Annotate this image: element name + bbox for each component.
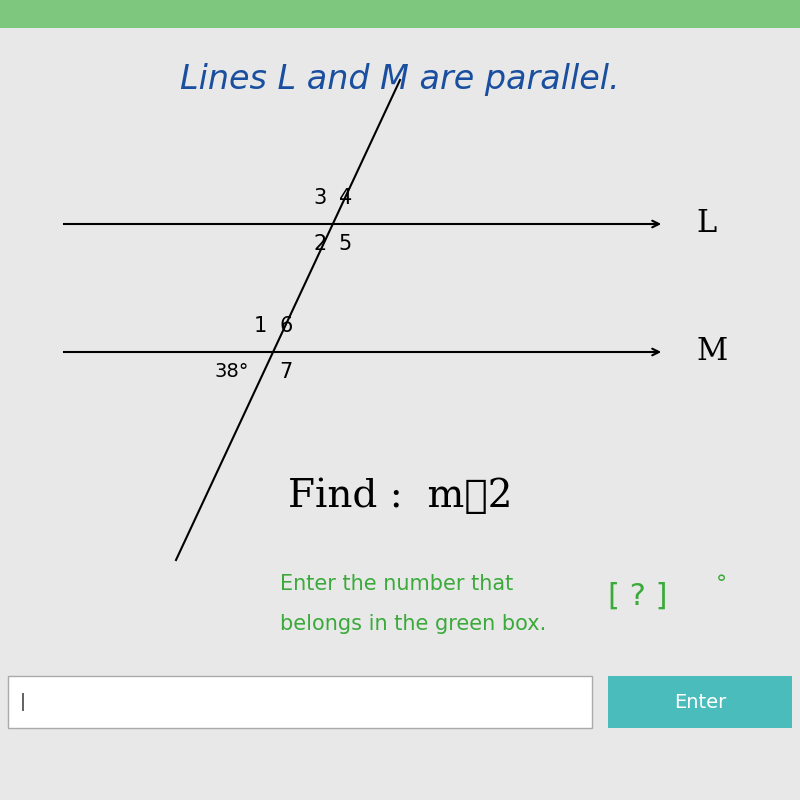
- Text: 5: 5: [339, 234, 352, 254]
- Bar: [608, 676, 792, 728]
- Bar: [8, 676, 592, 728]
- Text: Enter: Enter: [674, 693, 726, 712]
- Text: 3: 3: [314, 188, 326, 208]
- Text: belongs in the green box.: belongs in the green box.: [280, 614, 546, 634]
- Text: L: L: [696, 209, 716, 239]
- Text: 6: 6: [279, 316, 293, 336]
- Text: 4: 4: [339, 188, 352, 208]
- Text: 7: 7: [279, 362, 292, 382]
- Text: Enter the number that: Enter the number that: [280, 574, 514, 594]
- Text: Find :  m≀2: Find : m≀2: [288, 478, 512, 514]
- Text: 2: 2: [314, 234, 326, 254]
- Text: 1: 1: [254, 316, 267, 336]
- Text: |: |: [20, 694, 26, 711]
- Bar: [0, 0, 800, 28]
- Text: [ ? ]: [ ? ]: [608, 582, 667, 610]
- Text: Lines L and M are parallel.: Lines L and M are parallel.: [180, 63, 620, 97]
- Text: 38°: 38°: [214, 362, 249, 381]
- Text: M: M: [696, 337, 727, 367]
- Text: °: °: [716, 574, 727, 594]
